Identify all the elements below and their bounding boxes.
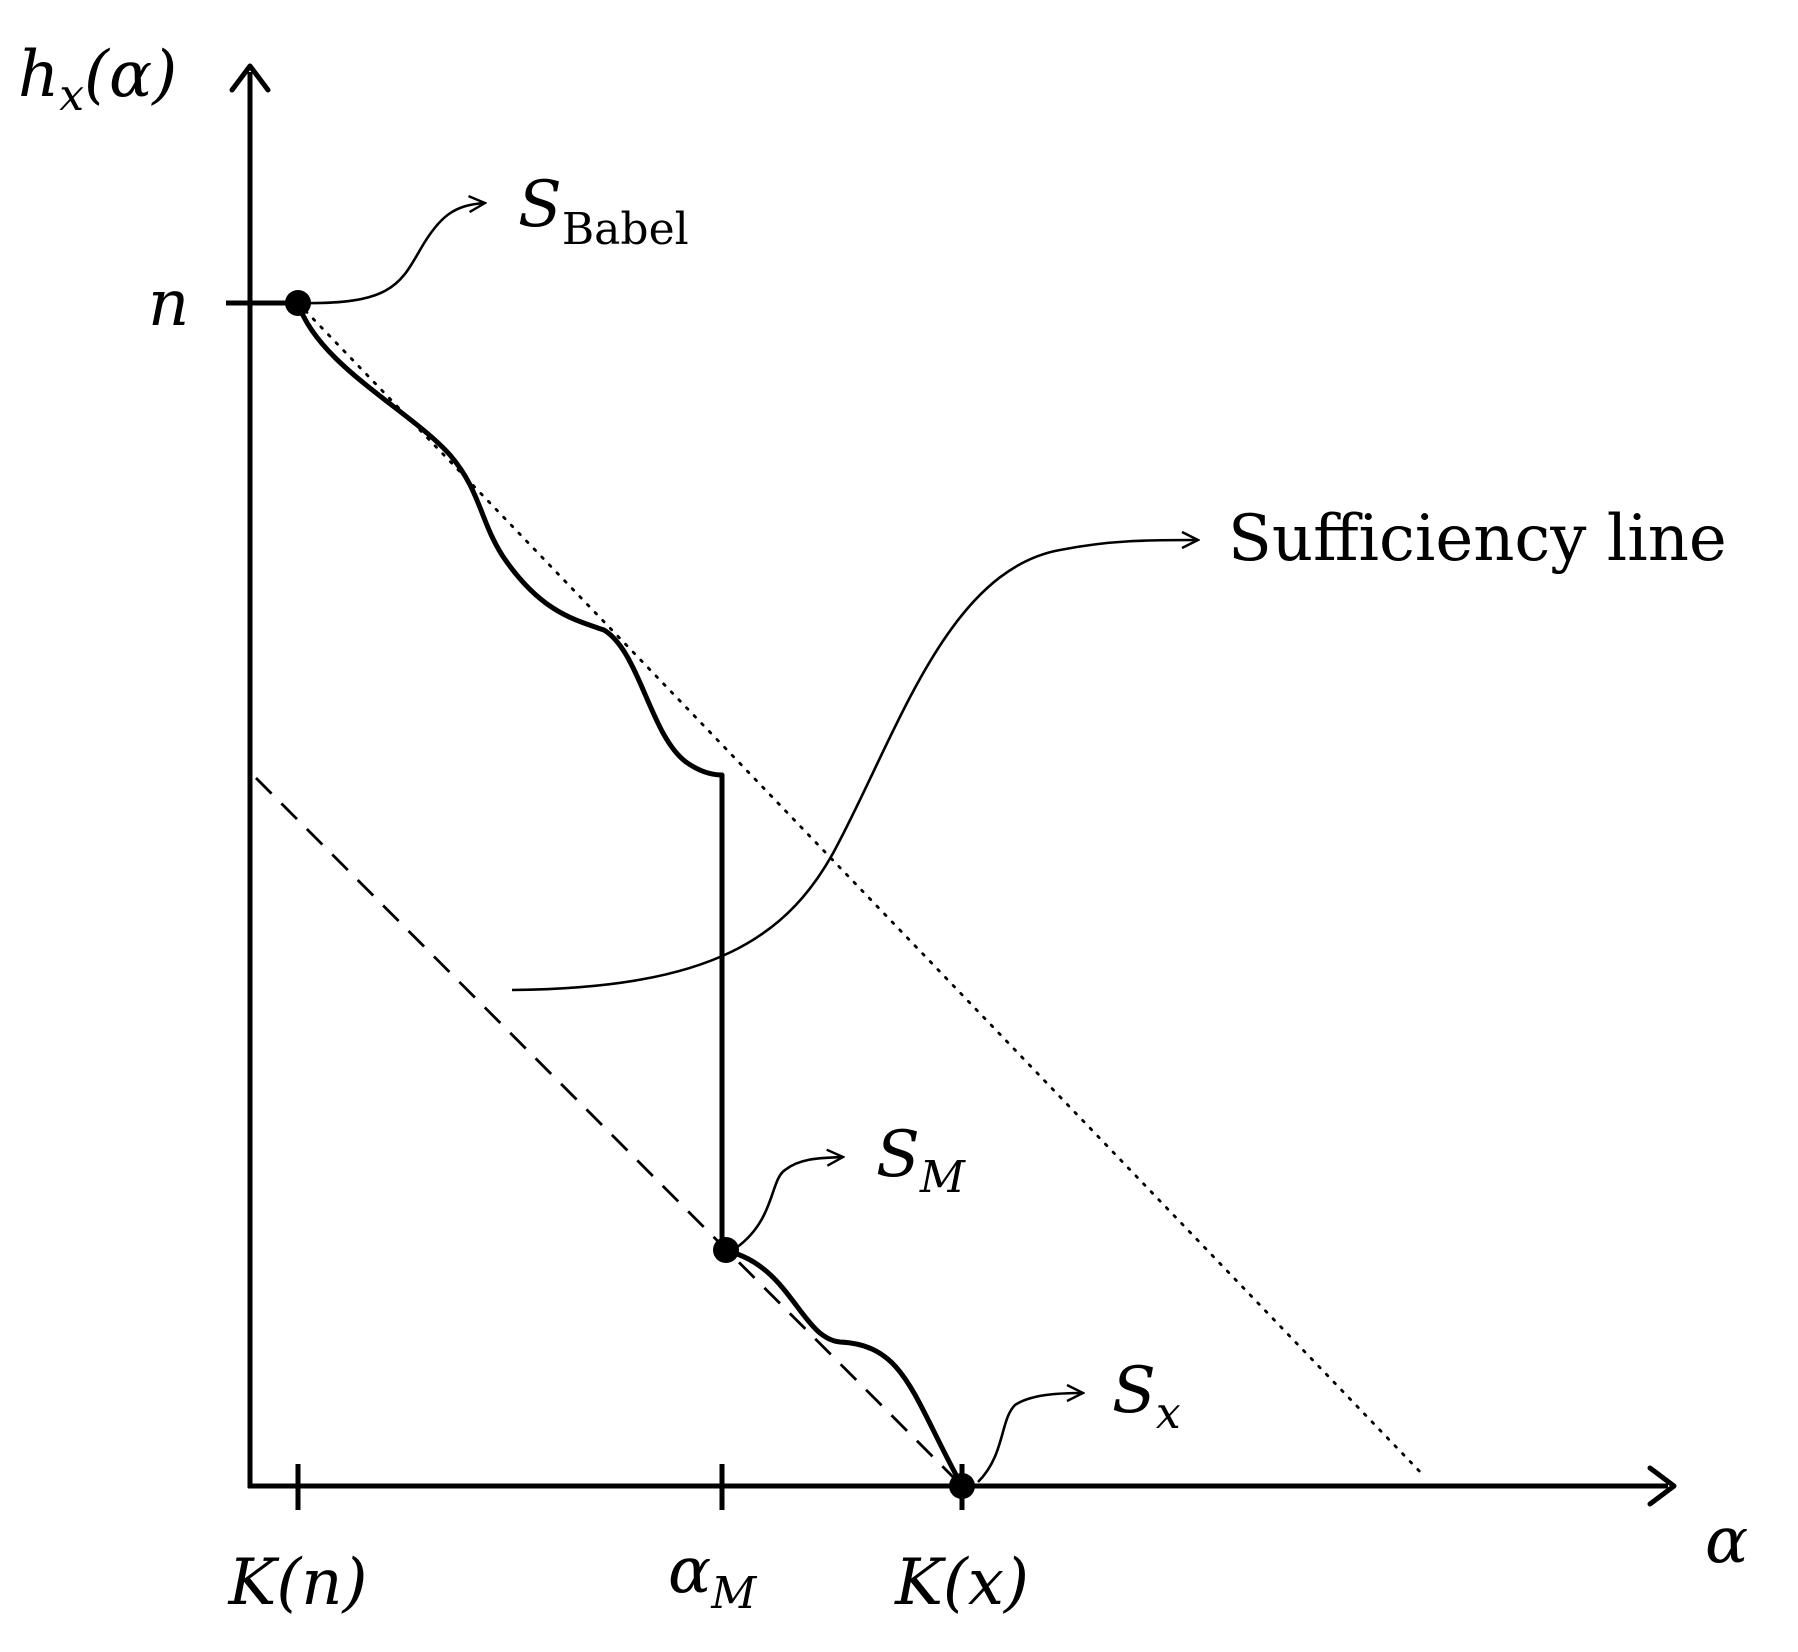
point-s-x xyxy=(949,1473,975,1499)
x-axis-label: α xyxy=(1705,1504,1748,1578)
point-s-babel xyxy=(285,290,311,316)
y-axis-arrowhead xyxy=(229,63,271,93)
x-tick-label-kx: K(x) xyxy=(894,1546,1029,1620)
x-tick-label-kn: K(n) xyxy=(228,1546,368,1620)
dotted-line xyxy=(296,301,1426,1478)
annotation-s-babel: SBabel xyxy=(518,168,689,255)
x-axis-arrowhead xyxy=(1647,1465,1677,1507)
sufficiency-connector xyxy=(511,540,1198,992)
annotation-s-m: SM xyxy=(876,1118,966,1203)
structure-function-curve xyxy=(295,300,965,1489)
y-axis-label: hx(α) xyxy=(18,38,177,121)
model-connector xyxy=(735,1157,843,1250)
annotation-s-x: Sx xyxy=(1112,1354,1181,1439)
y-tick-label-n: n xyxy=(148,267,189,341)
singleton-connector xyxy=(977,1393,1083,1483)
x-tick-label-alpha-m: αM xyxy=(668,1534,757,1619)
sufficiency-dashed-line xyxy=(255,777,963,1487)
point-s-m xyxy=(713,1237,739,1263)
annotation-sufficiency-line: Sufficiency line xyxy=(1228,502,1727,576)
babel-connector xyxy=(297,203,485,305)
